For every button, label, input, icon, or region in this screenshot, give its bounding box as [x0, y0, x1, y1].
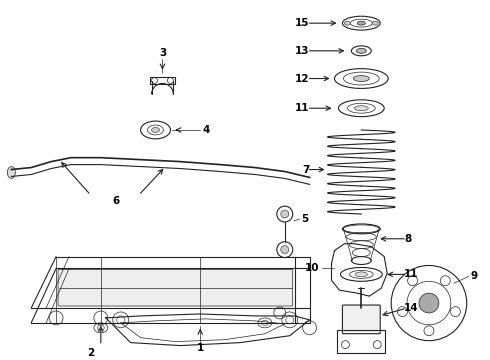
Text: 5: 5 [302, 214, 309, 224]
Text: 9: 9 [471, 271, 478, 282]
Ellipse shape [356, 48, 367, 53]
Circle shape [408, 276, 417, 285]
Ellipse shape [357, 21, 366, 25]
Circle shape [450, 307, 461, 316]
Bar [149, 77, 175, 85]
Text: 15: 15 [295, 18, 310, 28]
Ellipse shape [354, 106, 368, 111]
Circle shape [441, 276, 450, 285]
Text: 14: 14 [404, 303, 419, 313]
Text: 11: 11 [404, 269, 418, 279]
Text: 8: 8 [404, 234, 411, 244]
Ellipse shape [7, 167, 15, 179]
Text: 12: 12 [295, 73, 310, 84]
Ellipse shape [372, 21, 378, 25]
Ellipse shape [151, 127, 159, 132]
Text: 4: 4 [202, 125, 210, 135]
Circle shape [281, 246, 289, 253]
Ellipse shape [344, 21, 350, 25]
FancyBboxPatch shape [343, 305, 380, 334]
Text: 13: 13 [295, 46, 310, 56]
Text: 11: 11 [295, 103, 310, 113]
Ellipse shape [355, 272, 368, 277]
Circle shape [397, 307, 408, 316]
Text: 1: 1 [196, 343, 204, 352]
Text: 2: 2 [87, 347, 95, 357]
Text: 7: 7 [302, 165, 310, 175]
Text: 10: 10 [305, 264, 319, 274]
Text: 3: 3 [159, 48, 166, 58]
FancyBboxPatch shape [58, 269, 293, 306]
Ellipse shape [353, 76, 369, 81]
Text: 6: 6 [112, 196, 120, 206]
Circle shape [424, 326, 434, 336]
Circle shape [281, 210, 289, 218]
Circle shape [419, 293, 439, 313]
